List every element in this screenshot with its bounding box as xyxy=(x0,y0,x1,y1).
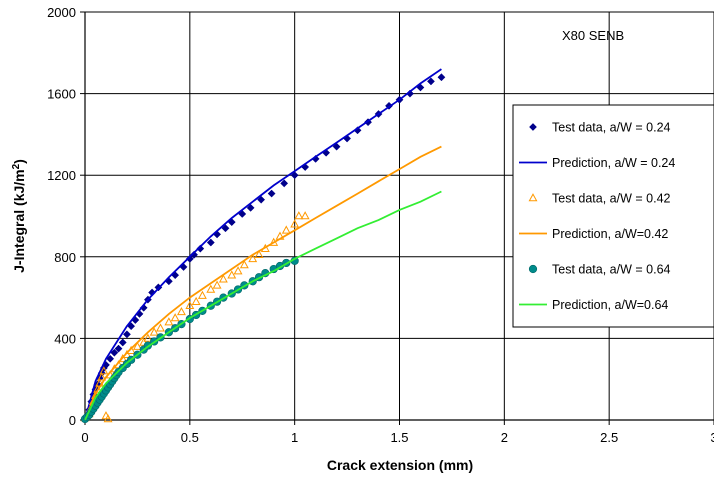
y-axis-title: J-Integral (kJ/m2) xyxy=(11,159,27,273)
data-point xyxy=(267,189,276,198)
x-tick-label: 3 xyxy=(710,430,714,445)
data-point xyxy=(294,211,304,220)
data-point xyxy=(156,323,165,332)
data-point xyxy=(185,300,195,310)
data-point xyxy=(239,260,249,269)
data-point xyxy=(196,244,205,253)
data-point xyxy=(149,327,159,336)
x-tick-label: 2 xyxy=(501,430,508,445)
legend-label: Test data, a/W = 0.42 xyxy=(552,192,671,206)
data-point xyxy=(177,307,186,316)
data-point xyxy=(233,266,243,275)
data-point xyxy=(143,333,153,342)
legend-label: Prediction, a/W=0.42 xyxy=(552,227,668,241)
data-point xyxy=(281,225,291,234)
y-tick-label: 800 xyxy=(54,250,76,265)
legend: Test data, a/W = 0.24 Prediction, a/W = 0… xyxy=(512,104,714,328)
y-axis-title-main: J-Integral (kJ/m xyxy=(11,169,27,272)
data-point xyxy=(227,270,237,279)
series-4 xyxy=(84,145,442,421)
data-point xyxy=(248,253,258,263)
series-6 xyxy=(84,190,442,421)
y-axis-title-close: ) xyxy=(11,159,27,164)
data-point xyxy=(114,344,123,353)
legend-swatch-marker xyxy=(529,123,537,131)
data-point xyxy=(437,73,446,82)
y-tick-label: 400 xyxy=(54,331,76,346)
legend-item: Test data, a/W = 0.64 xyxy=(528,263,671,277)
data-point xyxy=(290,219,300,228)
series-3 xyxy=(80,211,310,423)
data-point xyxy=(332,142,341,151)
legend-swatch-marker xyxy=(528,193,538,202)
series-2 xyxy=(84,68,442,421)
series-line xyxy=(84,145,442,421)
data-point xyxy=(164,317,174,326)
data-point xyxy=(254,249,264,259)
x-axis-title: Crack extension (mm) xyxy=(327,457,473,473)
x-tick-label: 0.5 xyxy=(181,430,199,445)
legend-item: Test data, a/W = 0.24 xyxy=(529,121,671,135)
legend-label: Prediction, a/W=0.64 xyxy=(552,298,668,312)
data-point xyxy=(191,296,201,305)
data-point xyxy=(426,77,435,86)
x-tick-label: 1 xyxy=(291,430,298,445)
legend-label: Prediction, a/W = 0.24 xyxy=(552,156,675,170)
data-point xyxy=(170,313,180,322)
data-point xyxy=(99,366,109,375)
data-point xyxy=(103,414,113,423)
y-axis-title-sup: 2 xyxy=(11,163,22,169)
data-point xyxy=(132,341,142,350)
x-tick-label: 1.5 xyxy=(390,430,408,445)
data-point xyxy=(206,238,215,247)
legend-item: Prediction, a/W=0.42 xyxy=(519,227,668,241)
legend-item: Prediction, a/W = 0.24 xyxy=(519,156,675,170)
x-tick-label: 0 xyxy=(81,430,88,445)
series-layer xyxy=(80,68,446,424)
series-line xyxy=(84,68,442,421)
y-tick-label: 2000 xyxy=(47,5,76,20)
x-tick-label: 2.5 xyxy=(600,430,618,445)
legend-item: Prediction, a/W=0.64 xyxy=(519,298,668,312)
data-point xyxy=(122,330,131,339)
legend-item: Test data, a/W = 0.42 xyxy=(528,192,671,206)
legend-box xyxy=(512,104,714,328)
data-point xyxy=(185,254,194,263)
legend-label: Test data, a/W = 0.24 xyxy=(552,121,671,135)
data-point xyxy=(118,338,127,347)
data-point xyxy=(246,203,255,212)
y-tick-label: 1600 xyxy=(47,87,76,102)
data-point xyxy=(110,348,119,357)
data-point xyxy=(257,195,266,204)
series-line xyxy=(84,190,442,421)
data-point xyxy=(97,372,107,381)
data-point xyxy=(190,250,198,259)
y-tick-label: 0 xyxy=(69,413,76,428)
data-point xyxy=(206,284,216,293)
legend-label: Test data, a/W = 0.64 xyxy=(552,263,671,277)
tick-labels: 0 0.5 1 1.5 2 2.5 3 0 400 800 1200 1600 2000 xyxy=(47,5,714,445)
data-point xyxy=(139,337,149,346)
chart-annotation: X80 SENB xyxy=(562,28,624,43)
y-tick-label: 1200 xyxy=(47,168,76,183)
legend-swatch-marker xyxy=(528,264,538,274)
data-point xyxy=(300,211,310,220)
data-point xyxy=(212,280,222,289)
data-point xyxy=(218,274,228,283)
axes xyxy=(80,11,714,425)
data-point xyxy=(280,179,289,188)
data-point xyxy=(221,224,230,233)
data-point xyxy=(197,290,207,299)
